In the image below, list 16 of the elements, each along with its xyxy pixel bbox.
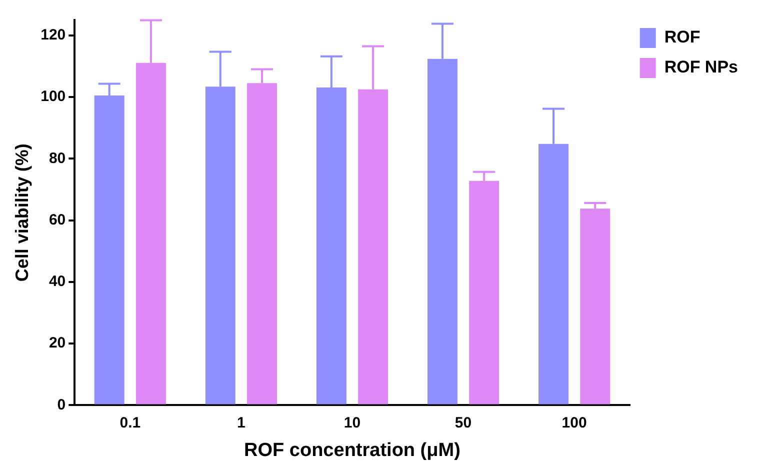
y-tick-label: 20: [48, 334, 66, 352]
y-tick-label: 120: [40, 26, 66, 44]
y-tick-label: 60: [48, 211, 66, 228]
y-axis-title: Cell viability (%): [12, 144, 32, 282]
y-tick-label: 40: [48, 273, 66, 290]
x-tick-label: 10: [344, 414, 361, 432]
x-axis-title: ROF concentration (μM): [244, 440, 460, 461]
x-tick-label: 1: [237, 414, 246, 432]
x-tick-label: 100: [562, 414, 587, 432]
legend-label: ROF: [664, 28, 700, 47]
x-tick-label: 50: [454, 414, 472, 432]
x-tick-label: 0.1: [120, 414, 141, 432]
y-tick-label: 100: [40, 88, 66, 106]
y-tick-label: 0: [57, 396, 66, 414]
y-tick-label: 80: [48, 150, 66, 167]
legend-label: ROF NPs: [664, 58, 738, 77]
